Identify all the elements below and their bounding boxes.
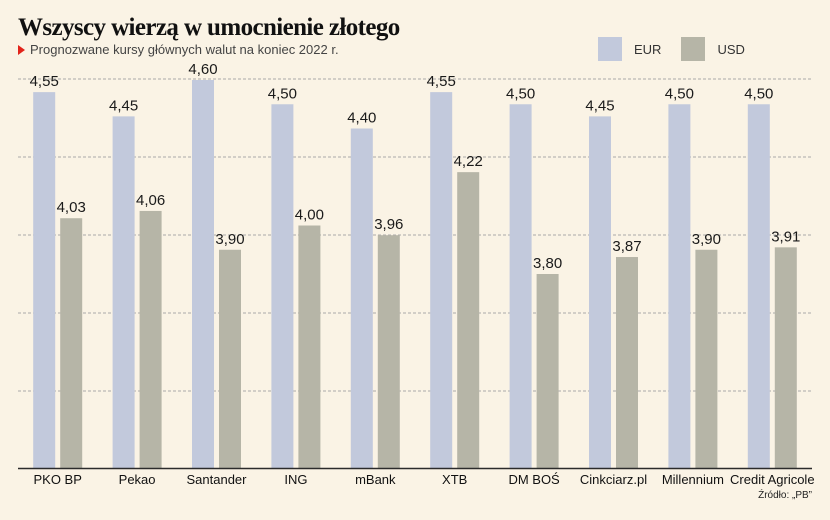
legend-item-usd: USD <box>681 37 745 61</box>
bar-eur <box>271 104 294 468</box>
triangle-marker-icon <box>18 44 25 55</box>
data-label-usd: 3,80 <box>533 255 562 272</box>
source-note: Źródło: „PB” <box>758 490 812 501</box>
bar-eur <box>192 80 214 468</box>
data-label-eur: 4,50 <box>665 85 694 102</box>
category-label: PKO BP <box>33 472 81 487</box>
category-label: XTB <box>442 472 467 487</box>
bar-usd <box>616 257 638 468</box>
chart-title: Wszyscy wierzą w umocnienie złotego <box>18 14 400 41</box>
data-label-usd: 3,90 <box>215 231 244 248</box>
legend-label-usd: USD <box>717 41 745 57</box>
bar-eur <box>509 104 532 468</box>
data-label-eur: 4,60 <box>188 61 217 78</box>
data-label-eur: 4,40 <box>347 110 376 127</box>
legend-item-eur: EUR <box>598 37 661 61</box>
category-label: mBank <box>355 472 396 487</box>
data-label-usd: 4,06 <box>136 192 165 209</box>
data-label-usd: 3,96 <box>374 216 403 233</box>
bar-usd <box>377 235 400 468</box>
chart-legend: EUR USD <box>598 37 765 61</box>
bar-usd <box>298 225 321 468</box>
bar-eur <box>350 128 373 468</box>
bar-eur <box>430 92 453 468</box>
data-label-usd: 3,91 <box>771 228 800 245</box>
data-label-usd: 4,03 <box>57 199 86 216</box>
data-label-eur: 4,45 <box>585 97 614 114</box>
bar-usd <box>774 247 797 468</box>
bar-usd <box>139 210 162 468</box>
legend-label-eur: EUR <box>634 41 662 57</box>
category-label: Santander <box>187 472 248 487</box>
data-label-usd: 4,00 <box>295 207 324 224</box>
category-label: DM BOŚ <box>508 472 560 487</box>
data-label-usd: 3,87 <box>612 238 641 255</box>
bar-usd <box>219 249 241 468</box>
bar-usd <box>536 274 559 468</box>
bar-usd <box>457 172 480 468</box>
bar-eur <box>747 104 770 468</box>
legend-swatch-eur <box>598 37 622 61</box>
chart-subtitle-text: Prognozwane kursy głównych walut na koni… <box>30 42 339 57</box>
bar-usd <box>60 218 83 468</box>
data-label-eur: 4,50 <box>268 85 297 102</box>
data-label-eur: 4,50 <box>744 85 773 102</box>
category-label: Credit Agricole <box>730 472 815 487</box>
data-label-usd: 4,22 <box>454 153 483 170</box>
category-label: Cinkciarz.pl <box>580 472 647 487</box>
category-label: Millennium <box>662 472 724 487</box>
category-label: Pekao <box>119 472 156 487</box>
bar-eur <box>33 92 56 468</box>
category-label: ING <box>284 472 307 487</box>
data-label-eur: 4,50 <box>506 85 535 102</box>
data-label-eur: 4,45 <box>109 97 138 114</box>
legend-swatch-usd <box>681 37 706 61</box>
data-label-usd: 3,90 <box>692 231 721 248</box>
bar-eur <box>112 116 135 468</box>
data-label-eur: 4,55 <box>427 73 456 90</box>
bar-eur <box>668 104 691 468</box>
bar-usd <box>695 249 718 468</box>
chart-subtitle: Prognozwane kursy głównych walut na koni… <box>18 42 339 57</box>
bar-eur <box>589 116 611 468</box>
data-label-eur: 4,55 <box>30 73 59 90</box>
